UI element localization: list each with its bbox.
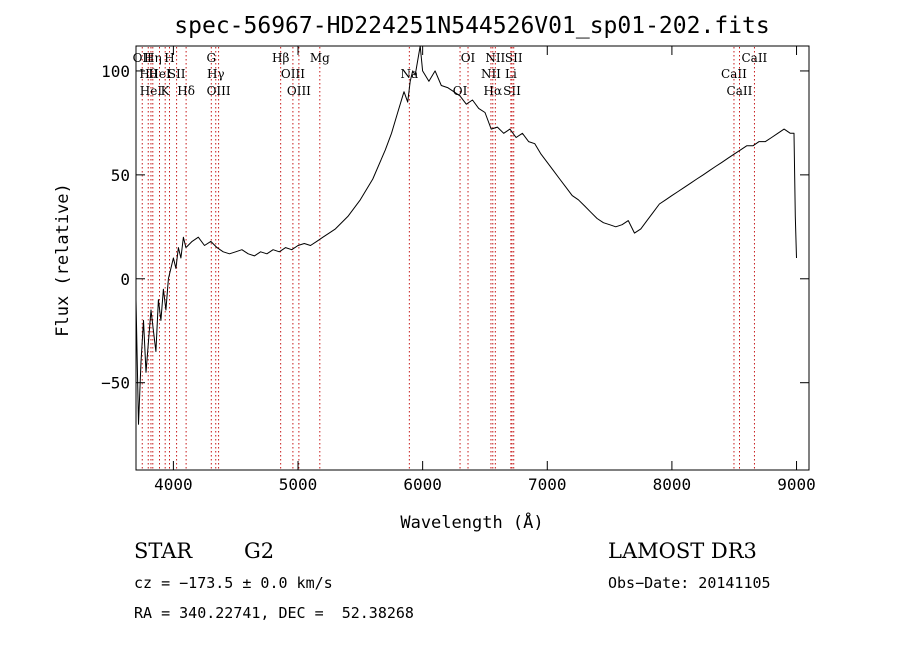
x-tick-label: 6000 [403, 475, 442, 494]
spectral-line-label: Hα [484, 84, 503, 98]
x-tick-label: 4000 [154, 475, 193, 494]
y-tick-label: 50 [111, 166, 130, 185]
spectral-line-label: NII [481, 67, 501, 81]
spectral-line-label: Hγ [207, 67, 225, 81]
spectral-line-label: SII [505, 51, 523, 65]
spectral-line-label: CaII [721, 67, 747, 81]
spectral-line-label: SII [503, 84, 521, 98]
axis-ticks: 4000 5000 6000 7000 8000 9000 −50 0 50 100 [101, 46, 816, 494]
spectral-line-label: Mg [310, 51, 330, 65]
spectral-line-label: OI [453, 84, 468, 98]
spectrum-series [135, 45, 797, 425]
spectral-line-label: Li [505, 67, 517, 81]
object-class: STAR [134, 539, 193, 563]
spectral-line-label: OI [461, 51, 476, 65]
x-tick-label: 7000 [528, 475, 567, 494]
spectral-line-label: HeI [140, 84, 163, 98]
plot-frame [135, 45, 810, 471]
spectral-line-label: SII [168, 67, 186, 81]
x-axis-label: Wavelength (Å) [400, 511, 543, 533]
redshift-readout: cz = −173.5 ± 0.0 km/s [134, 574, 333, 592]
spectral-line-label: CaII [741, 51, 767, 65]
object-subclass: G2 [244, 539, 275, 563]
spectral-line-label: NII [485, 51, 505, 65]
survey-name: LAMOST DR3 [608, 539, 757, 563]
spectral-line-label: HeI [148, 67, 171, 81]
y-tick-label: 100 [101, 62, 130, 81]
spectral-line-label: OIII [207, 84, 231, 98]
spectrum-line [135, 45, 797, 425]
y-axis-label: Flux (relative) [53, 183, 73, 337]
spectral-line-label: Hδ [177, 84, 195, 98]
observation-date: Obs−Date: 20141105 [608, 574, 771, 592]
coordinates-readout: RA = 340.22741, DEC = 52.38268 [134, 604, 414, 622]
spectral-line-label: CaII [727, 84, 753, 98]
spectral-line-label: Hβ [272, 51, 289, 65]
spectral-line-label: Hη [144, 51, 162, 65]
x-tick-label: 9000 [777, 475, 816, 494]
spectral-line-label: OIII [281, 67, 305, 81]
y-tick-label: 0 [120, 270, 130, 289]
spectral-line-label: G [206, 51, 216, 65]
spectral-lines: OIIHθHeIHηHeIKHSIIHδGHγOIIIHβOIIIOIIIMgN… [133, 47, 768, 469]
chart-title: spec-56967-HD224251N544526V01_sp01-202.f… [174, 13, 769, 39]
spectral-line-label: Na [400, 67, 418, 81]
spectral-line-label: OII [133, 51, 153, 65]
x-tick-label: 8000 [653, 475, 692, 494]
y-tick-label: −50 [101, 374, 130, 393]
x-tick-label: 5000 [279, 475, 318, 494]
spectral-line-label: H [164, 51, 174, 65]
spectral-line-label: K [161, 84, 171, 98]
spectral-line-label: OIII [287, 84, 311, 98]
